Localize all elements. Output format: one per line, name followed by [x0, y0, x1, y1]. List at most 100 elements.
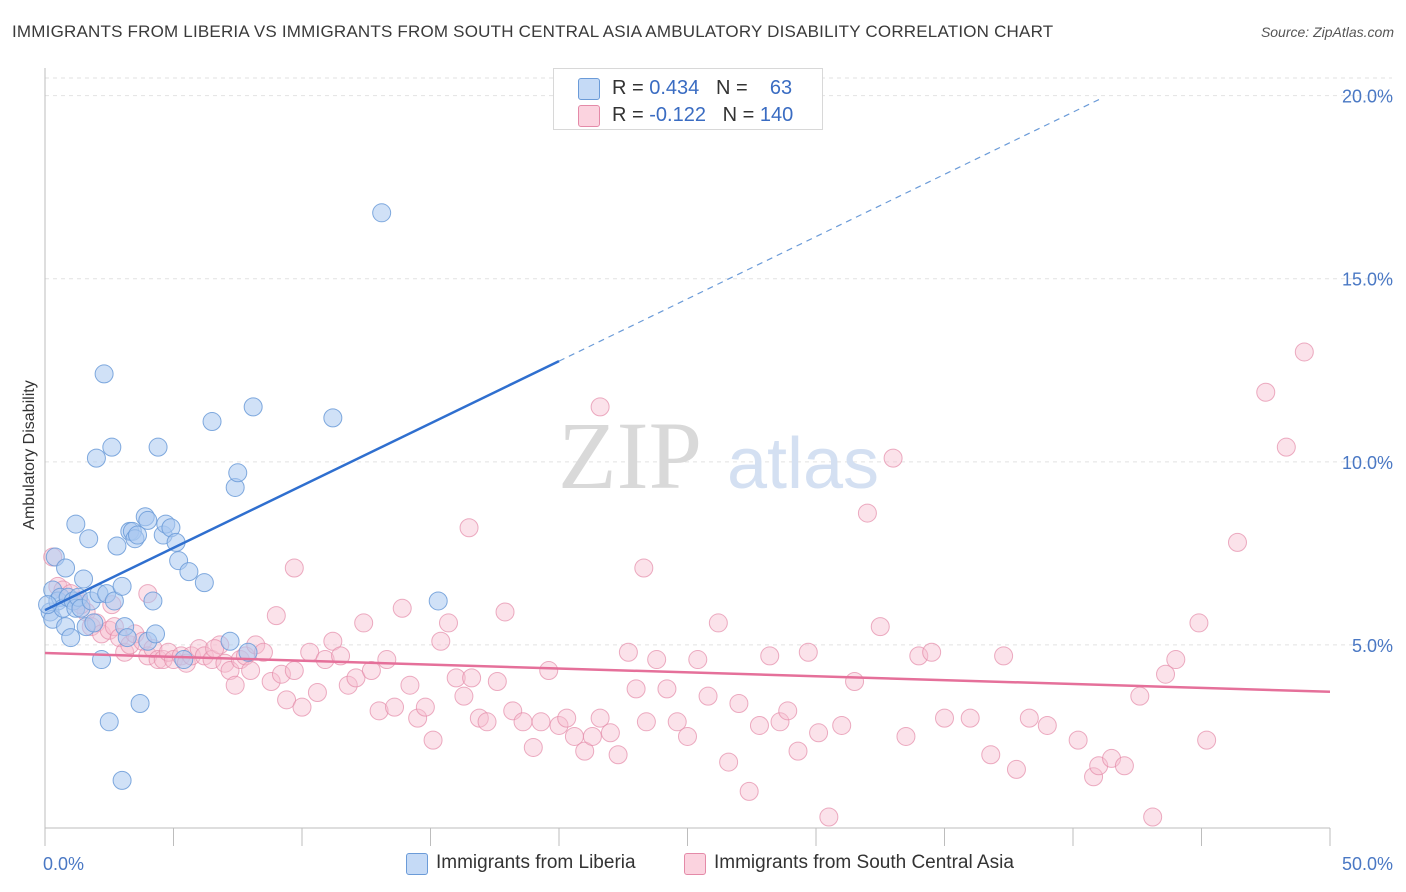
data-point-sca: [408, 708, 428, 728]
y-axis-title: Ambulatory Disability: [21, 380, 38, 529]
correlation-legend: R = 0.434 N = 63 R = -0.122 N = 140: [553, 68, 823, 130]
data-point-sca: [719, 752, 739, 772]
data-point-sca: [307, 683, 327, 703]
data-point-sca: [1114, 756, 1134, 776]
legend-label-liberia: Immigrants from Liberia: [436, 852, 636, 873]
data-point-sca: [400, 675, 420, 695]
data-point-liberia: [138, 510, 158, 530]
watermark-atlas: atlas: [727, 424, 879, 504]
data-point-sca: [1143, 807, 1163, 827]
legend-label-sca: Immigrants from South Central Asia: [714, 852, 1014, 873]
data-point-sca: [277, 690, 297, 710]
data-point-sca: [354, 613, 374, 633]
data-point-liberia: [56, 558, 76, 578]
data-point-sca: [369, 701, 389, 721]
data-point-sca: [582, 726, 602, 746]
data-point-sca: [423, 730, 443, 750]
data-point-sca: [788, 741, 808, 761]
data-point-liberia: [94, 364, 114, 384]
data-point-sca: [454, 686, 474, 706]
data-point-sca: [626, 679, 646, 699]
data-point-sca: [459, 518, 479, 538]
data-point-sca: [960, 708, 980, 728]
data-point-sca: [688, 650, 708, 670]
data-point-liberia: [174, 650, 194, 670]
data-point-sca: [590, 708, 610, 728]
data-point-liberia: [128, 525, 148, 545]
data-point-liberia: [323, 408, 343, 428]
data-point-sca: [575, 741, 595, 761]
data-point-liberia: [148, 437, 168, 457]
data-point-sca: [346, 668, 366, 688]
legend-r-value: -0.122: [649, 104, 706, 126]
data-point-sca: [634, 558, 654, 578]
data-point-liberia: [79, 529, 99, 549]
data-point-sca: [819, 807, 839, 827]
data-point-liberia: [179, 562, 199, 582]
data-point-sca: [1037, 715, 1057, 735]
chart-source: Source: ZipAtlas.com: [1260, 24, 1394, 40]
data-point-sca: [292, 697, 312, 717]
legend-n-label: N =: [722, 104, 755, 126]
data-point-liberia: [66, 514, 86, 534]
data-point-liberia: [243, 397, 263, 417]
tick-labels: 5.0% 10.0% 15.0% 20.0% 0.0% 50.0%: [43, 87, 1393, 874]
data-point-sca: [896, 726, 916, 746]
y-tick-label: 5.0%: [1352, 636, 1393, 656]
legend-n-value: 140: [759, 104, 794, 126]
data-point-sca: [477, 712, 497, 732]
data-point-sca: [909, 646, 929, 666]
data-point-sca: [1189, 613, 1209, 633]
data-point-sca: [739, 781, 759, 801]
data-point-liberia: [220, 631, 240, 651]
data-point-liberia: [428, 591, 448, 611]
data-point-liberia: [99, 712, 119, 732]
data-point-sca: [1084, 767, 1104, 787]
grid-lines: [45, 77, 1392, 646]
data-point-liberia: [61, 628, 81, 648]
data-point-sca: [678, 726, 697, 746]
watermark-zip: ZIP: [558, 402, 702, 509]
data-point-liberia: [74, 569, 94, 589]
data-point-sca: [1006, 759, 1026, 779]
legend-swatch-liberia: [406, 853, 428, 875]
data-point-sca: [698, 686, 718, 706]
data-point-sca: [361, 661, 381, 681]
axes: [44, 68, 1331, 846]
y-tick-label: 20.0%: [1342, 87, 1393, 107]
data-point-sca: [539, 661, 559, 681]
data-point-sca: [729, 693, 749, 713]
data-point-liberia: [107, 536, 127, 556]
data-point-sca: [883, 448, 903, 468]
data-point-sca: [266, 606, 286, 626]
data-point-sca: [241, 661, 261, 681]
data-point-sca: [778, 701, 798, 721]
data-point-sca: [647, 650, 667, 670]
data-point-liberia: [104, 591, 124, 611]
data-point-sca: [1068, 730, 1088, 750]
data-point-sca: [385, 697, 405, 717]
series-legend: Immigrants from Liberia Immigrants from …: [0, 852, 1406, 876]
data-point-liberia: [372, 203, 392, 223]
data-point-liberia: [130, 693, 150, 713]
data-point-sca: [202, 650, 222, 670]
y-tick-label: 15.0%: [1342, 270, 1393, 290]
legend-n-label: N =: [715, 77, 748, 99]
data-point-sca: [415, 697, 435, 717]
data-point-liberia: [146, 624, 166, 644]
data-point-sca: [590, 397, 610, 417]
data-point-liberia: [117, 628, 137, 648]
data-point-sca: [749, 715, 769, 735]
data-point-sca: [845, 672, 865, 692]
legend-swatch-sca: [578, 105, 600, 127]
data-point-sca: [513, 712, 533, 732]
data-point-sca: [523, 737, 543, 757]
data-point-sca: [994, 646, 1014, 666]
data-point-liberia: [194, 573, 214, 593]
data-point-sca: [1156, 664, 1176, 684]
data-point-sca: [922, 642, 942, 662]
data-point-sca: [857, 503, 877, 523]
data-point-sca: [495, 602, 515, 622]
legend-swatch-liberia: [578, 78, 600, 100]
